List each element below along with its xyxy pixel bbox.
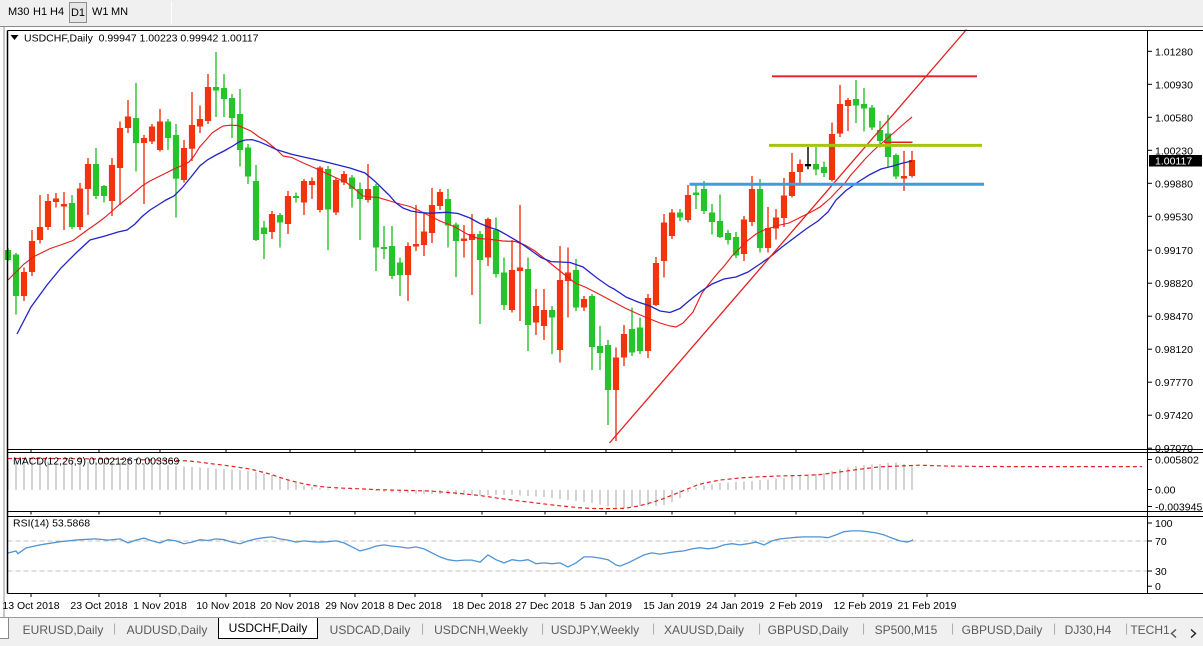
svg-text:1.00580: 1.00580 [1155, 112, 1193, 124]
svg-text:5 Jan 2019: 5 Jan 2019 [580, 600, 632, 612]
svg-text:RSI(14) 53.5868: RSI(14) 53.5868 [13, 518, 90, 530]
svg-text:23 Oct 2018: 23 Oct 2018 [70, 600, 127, 612]
svg-text:24 Jan 2019: 24 Jan 2019 [706, 600, 764, 612]
svg-text:8 Dec 2018: 8 Dec 2018 [388, 600, 442, 612]
svg-text:USDCHF,Daily 0.99947 1.00223: USDCHF,Daily 0.99947 1.00223 0.99942 1.0… [24, 33, 259, 45]
svg-text:1.00230: 1.00230 [1155, 145, 1193, 157]
svg-text:-0.003945: -0.003945 [1155, 502, 1202, 514]
svg-text:1 Nov 2018: 1 Nov 2018 [133, 600, 187, 612]
svg-text:100: 100 [1155, 518, 1173, 530]
svg-text:0.98120: 0.98120 [1155, 344, 1193, 356]
svg-text:1.00930: 1.00930 [1155, 79, 1193, 91]
svg-text:0: 0 [1155, 581, 1161, 593]
svg-text:20 Nov 2018: 20 Nov 2018 [260, 600, 320, 612]
svg-text:0.005802: 0.005802 [1155, 455, 1199, 467]
svg-text:0.97070: 0.97070 [1155, 443, 1193, 455]
svg-text:70: 70 [1155, 536, 1167, 548]
svg-text:0.97770: 0.97770 [1155, 377, 1193, 389]
svg-text:0.98470: 0.98470 [1155, 311, 1193, 323]
svg-text:29 Nov 2018: 29 Nov 2018 [325, 600, 385, 612]
svg-text:1.00117: 1.00117 [1155, 156, 1192, 168]
svg-text:MACD(12,26,9) 0.002126 0.00336: MACD(12,26,9) 0.002126 0.003369 [13, 456, 180, 468]
svg-text:12 Feb 2019: 12 Feb 2019 [834, 600, 893, 612]
svg-text:0.99170: 0.99170 [1155, 245, 1193, 257]
svg-text:18 Dec 2018: 18 Dec 2018 [452, 600, 512, 612]
svg-text:21 Feb 2019: 21 Feb 2019 [898, 600, 957, 612]
svg-text:2 Feb 2019: 2 Feb 2019 [769, 600, 822, 612]
svg-text:30: 30 [1155, 566, 1167, 578]
svg-text:10 Nov 2018: 10 Nov 2018 [196, 600, 256, 612]
svg-text:0.97420: 0.97420 [1155, 410, 1193, 422]
svg-text:0.99880: 0.99880 [1155, 178, 1193, 190]
svg-text:0.00: 0.00 [1155, 485, 1176, 497]
svg-text:13 Oct 2018: 13 Oct 2018 [2, 600, 59, 612]
svg-text:15 Jan 2019: 15 Jan 2019 [643, 600, 701, 612]
svg-text:0.99530: 0.99530 [1155, 211, 1193, 223]
svg-text:1.01280: 1.01280 [1155, 46, 1193, 58]
svg-text:0.98820: 0.98820 [1155, 278, 1193, 290]
svg-text:27 Dec 2018: 27 Dec 2018 [515, 600, 575, 612]
